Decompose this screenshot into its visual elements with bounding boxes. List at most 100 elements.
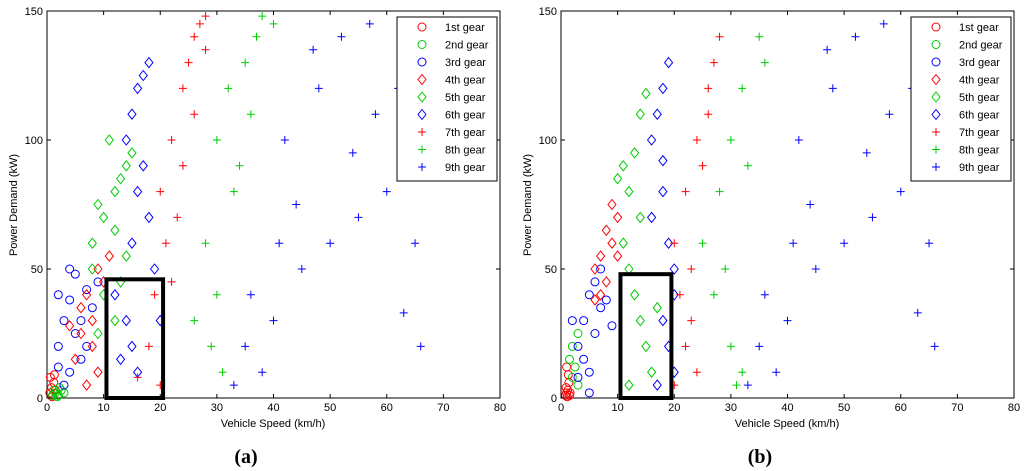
point-9th-gear	[258, 368, 267, 377]
x-axis-label-a: Vehicle Speed (km/h)	[221, 418, 326, 430]
legend-label: 7th gear	[959, 127, 1000, 139]
point-8th-gear	[201, 239, 210, 248]
legend-marker-6th-gear	[417, 108, 427, 121]
point-5th-gear	[121, 159, 131, 172]
point-5th-gear	[127, 147, 137, 159]
point-4th-gear	[590, 263, 600, 275]
point-7th-gear	[692, 136, 701, 144]
point-7th-gear	[173, 213, 182, 222]
point-5th-gear	[93, 327, 103, 340]
point-9th-gear	[862, 148, 871, 157]
point-6th-gear	[652, 379, 662, 391]
point-5th-gear	[87, 263, 97, 275]
x-tick-label: 60	[895, 402, 907, 414]
legend-box-b	[910, 16, 1012, 182]
point-5th-gear	[93, 198, 103, 211]
point-3rd-gear	[596, 303, 606, 313]
point-3rd-gear	[70, 329, 80, 338]
point-4th-gear	[81, 379, 92, 391]
legend-label: 9th gear	[445, 162, 486, 174]
point-6th-gear	[144, 211, 154, 224]
legend-marker-4th-gear	[417, 73, 427, 86]
point-5th-gear	[110, 314, 120, 327]
point-4th-gear	[607, 237, 617, 250]
legend-marker-9th-gear	[418, 163, 426, 171]
point-8th-gear	[709, 290, 718, 299]
point-7th-gear	[150, 290, 159, 299]
point-3rd-gear	[76, 354, 86, 364]
x-tick-label: 40	[267, 402, 279, 414]
point-6th-gear	[121, 314, 131, 327]
point-4th-gear	[104, 250, 114, 262]
x-tick-label: 10	[98, 402, 110, 414]
point-8th-gear	[246, 110, 255, 119]
point-1st-gear	[565, 388, 575, 398]
point-2nd-gear	[54, 383, 64, 393]
point-9th-gear	[280, 136, 289, 144]
point-1st-gear	[49, 370, 59, 380]
point-2nd-gear	[56, 385, 66, 395]
point-8th-gear	[212, 290, 221, 299]
point-5th-gear	[98, 211, 109, 224]
scatter-points-b	[561, 19, 939, 402]
point-3rd-gear	[607, 321, 617, 331]
point-7th-gear	[178, 161, 187, 170]
point-5th-gear	[618, 237, 628, 250]
point-3rd-gear	[567, 316, 577, 326]
legend-marker-1st-gear	[931, 22, 941, 32]
y-tick-labels-b: 0 50 100 150	[539, 6, 1014, 405]
point-4th-gear	[607, 198, 617, 211]
point-7th-gear	[201, 45, 210, 54]
x-tick-label: 60	[381, 402, 393, 414]
point-8th-gear	[218, 368, 227, 377]
point-5th-gear	[635, 108, 645, 121]
point-7th-gear	[698, 161, 707, 170]
point-3rd-gear	[87, 303, 97, 313]
point-2nd-gear	[570, 362, 580, 372]
point-5th-gear	[612, 172, 623, 185]
legend-marker-9th-gear	[932, 163, 940, 171]
point-5th-gear	[635, 211, 645, 224]
legend-marker-1st-gear	[417, 22, 427, 32]
point-7th-gear	[156, 187, 165, 196]
legend-label: 4th gear	[959, 75, 1000, 87]
point-9th-gear	[399, 308, 408, 317]
point-4th-gear	[93, 366, 103, 379]
y-tick-label: 100	[539, 135, 557, 147]
point-8th-gear	[212, 136, 221, 144]
point-9th-gear	[416, 342, 425, 351]
point-7th-gear	[715, 32, 724, 41]
point-5th-gear	[110, 224, 120, 237]
x-tick-label: 40	[781, 402, 793, 414]
point-8th-gear	[229, 187, 238, 196]
point-6th-gear	[138, 69, 148, 82]
y-tick-label: 150	[539, 6, 557, 18]
point-4th-gear	[612, 211, 623, 224]
point-3rd-gear	[65, 295, 75, 305]
legend-box-a	[396, 16, 498, 182]
x-tick-labels-a: 0 10 20 30 40 50 60 70 80	[44, 11, 506, 414]
y-tick-label: 50	[545, 264, 557, 276]
point-3rd-gear	[82, 285, 92, 295]
point-4th-gear	[595, 250, 606, 262]
point-8th-gear	[726, 136, 735, 144]
point-3rd-gear	[579, 316, 589, 326]
point-9th-gear	[241, 342, 250, 351]
point-6th-gear	[127, 340, 137, 353]
y-tick-label: 0	[551, 393, 557, 405]
point-9th-gear	[246, 290, 255, 299]
point-9th-gear	[411, 239, 420, 248]
point-5th-gear	[652, 301, 662, 314]
point-5th-gear	[87, 237, 97, 250]
point-7th-gear	[184, 58, 193, 67]
legend-label: 4th gear	[445, 75, 486, 87]
point-3rd-gear	[53, 341, 63, 351]
point-5th-gear	[635, 314, 645, 327]
point-8th-gear	[721, 265, 730, 273]
y-tick-label: 50	[31, 264, 43, 276]
point-9th-gear	[783, 316, 792, 325]
point-6th-gear	[658, 185, 668, 198]
legend-marker-6th-gear	[931, 108, 941, 121]
point-8th-gear	[269, 19, 278, 28]
